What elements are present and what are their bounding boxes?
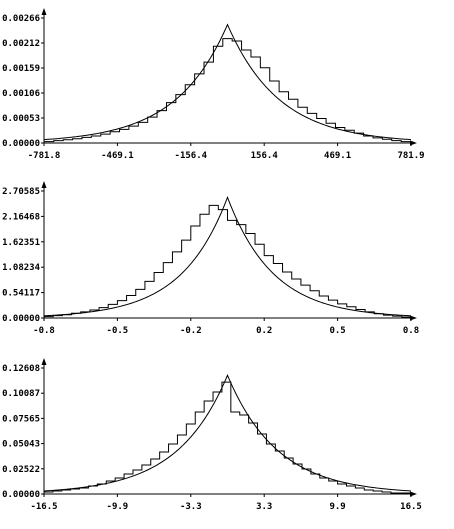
y-tick-label: 0.02522 — [2, 465, 40, 475]
x-tick-label: -0.8 — [33, 326, 55, 336]
panel-1: 0.00000 0.00053 0.00106 0.00159 0.00212 0.002… — [2, 8, 425, 161]
y-axis-arrow — [41, 358, 47, 365]
y-tick-label: 0.00266 — [2, 14, 40, 24]
y-tick-label: 0.00159 — [2, 64, 40, 74]
theoretical-curve — [43, 195, 412, 317]
y-tick-label: 0.00212 — [2, 39, 40, 49]
x-tick-label: 781.9 — [397, 151, 424, 161]
y-tick-label: 0.00000 — [2, 139, 40, 149]
x-tick-label: 9.9 — [329, 502, 345, 512]
y-tick-label: 1.62351 — [2, 238, 40, 248]
x-tick-label: 3.3 — [256, 502, 272, 512]
theoretical-curve — [43, 23, 412, 141]
x-tick-label: -156.4 — [175, 151, 208, 161]
x-tick-label: 469.1 — [324, 151, 351, 161]
theoretical-curve — [43, 374, 412, 492]
y-tick-label: 0.00000 — [2, 490, 40, 500]
y-tick-label: 0.00106 — [2, 89, 40, 99]
histogram-steps — [43, 204, 412, 318]
y-axis-arrow — [41, 181, 47, 188]
x-tick-label: 16.5 — [400, 502, 422, 512]
y-tick-label: 0.05043 — [2, 440, 40, 450]
x-axis-arrow — [410, 315, 417, 321]
y-tick-label: 0.00053 — [2, 114, 40, 124]
x-tick-label: -16.5 — [30, 502, 57, 512]
x-tick-label: -3.3 — [180, 502, 202, 512]
x-tick-label: -0.2 — [180, 326, 202, 336]
panel-3: 0.00000 0.02522 0.05043 0.07565 0.10087 0.126… — [2, 358, 422, 512]
y-tick-label: 2.70585 — [2, 187, 40, 197]
x-axis-arrow — [410, 491, 417, 497]
x-tick-label: -9.9 — [107, 502, 129, 512]
panel-2: 0.00000 0.54117 1.08234 1.62351 2.16468 2.705… — [2, 181, 419, 336]
y-tick-label: 0.54117 — [2, 289, 40, 299]
y-tick-label: 0.07565 — [2, 414, 40, 424]
y-tick-label: 1.08234 — [2, 263, 41, 273]
x-tick-label: 0.5 — [329, 326, 345, 336]
y-tick-label: 0.00000 — [2, 314, 40, 324]
x-tick-label: 0.2 — [256, 326, 272, 336]
histogram-steps — [43, 381, 412, 494]
y-tick-label: 2.16468 — [2, 212, 40, 222]
x-tick-label: -781.8 — [28, 151, 61, 161]
histogram-steps — [43, 38, 412, 143]
x-tick-label: -0.5 — [107, 326, 129, 336]
y-tick-label: 0.10087 — [2, 389, 40, 399]
x-axis-arrow — [410, 140, 417, 146]
y-tick-label: 0.12608 — [2, 364, 40, 374]
y-axis-arrow — [41, 8, 47, 15]
x-tick-label: 0.8 — [403, 326, 419, 336]
x-tick-label: 156.4 — [251, 151, 279, 161]
x-tick-label: -469.1 — [101, 151, 134, 161]
